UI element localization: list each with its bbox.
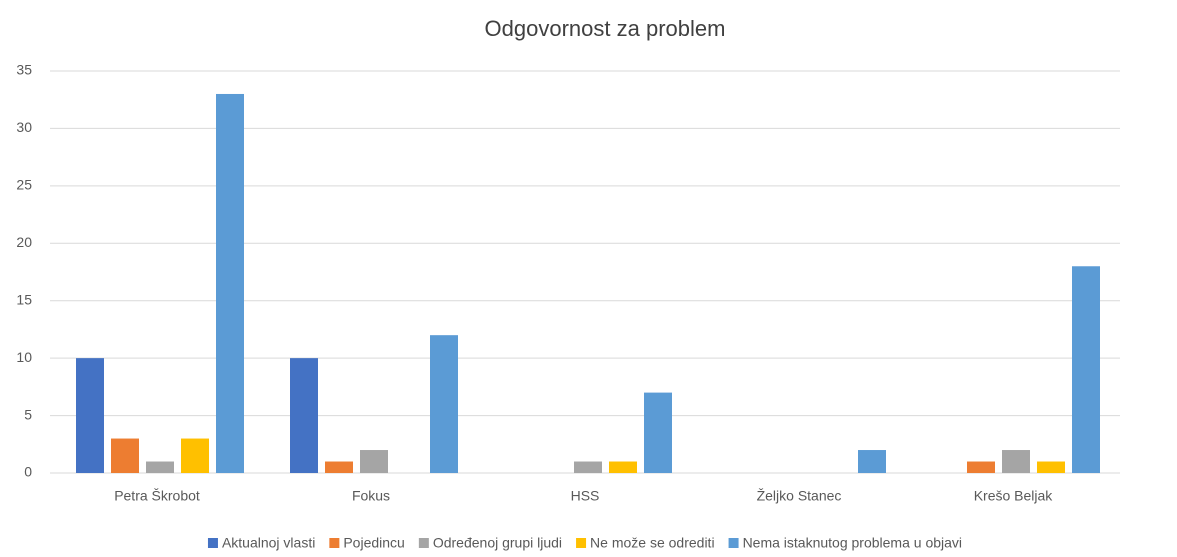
y-tick-label: 5 bbox=[24, 406, 32, 422]
y-tick-label: 30 bbox=[16, 119, 32, 135]
y-tick-label: 25 bbox=[16, 177, 32, 193]
bar bbox=[967, 461, 995, 473]
bar bbox=[325, 461, 353, 473]
y-tick-label: 15 bbox=[16, 291, 32, 307]
bar bbox=[644, 392, 672, 473]
bar bbox=[76, 358, 104, 473]
x-tick-label: Željko Stanec bbox=[757, 488, 842, 504]
legend-label: Aktualnoj vlasti bbox=[222, 535, 315, 551]
legend-swatch bbox=[576, 538, 587, 548]
legend-label: Određenoj grupi ljudi bbox=[433, 535, 562, 551]
y-tick-label: 10 bbox=[16, 349, 32, 365]
legend-swatch bbox=[418, 538, 429, 548]
bar bbox=[858, 450, 886, 473]
legend-swatch bbox=[207, 538, 218, 548]
y-tick-label: 0 bbox=[24, 464, 32, 480]
bar bbox=[216, 93, 244, 473]
y-tick-label: 20 bbox=[16, 234, 32, 250]
legend-swatch bbox=[728, 538, 739, 548]
x-tick-label: Krešo Beljak bbox=[974, 488, 1054, 504]
legend-label: Ne može se odrediti bbox=[590, 535, 715, 551]
bar bbox=[430, 335, 458, 473]
bar bbox=[360, 450, 388, 473]
bar bbox=[1037, 461, 1065, 473]
x-tick-label: Petra Škrobot bbox=[114, 488, 200, 504]
y-tick-label: 35 bbox=[16, 62, 32, 78]
bar bbox=[111, 438, 139, 473]
legend-swatch bbox=[329, 538, 340, 548]
bar bbox=[609, 461, 637, 473]
bar bbox=[146, 461, 174, 473]
bar bbox=[1002, 450, 1030, 473]
x-tick-label: HSS bbox=[571, 488, 600, 504]
x-tick-label: Fokus bbox=[352, 488, 390, 504]
bar bbox=[574, 461, 602, 473]
legend-label: Nema istaknutog problema u objavi bbox=[743, 535, 962, 551]
bar bbox=[181, 438, 209, 473]
chart-title: Odgovornost za problem bbox=[485, 16, 726, 41]
legend-label: Pojedincu bbox=[343, 535, 405, 551]
bar bbox=[290, 358, 318, 473]
bar bbox=[1072, 266, 1100, 473]
